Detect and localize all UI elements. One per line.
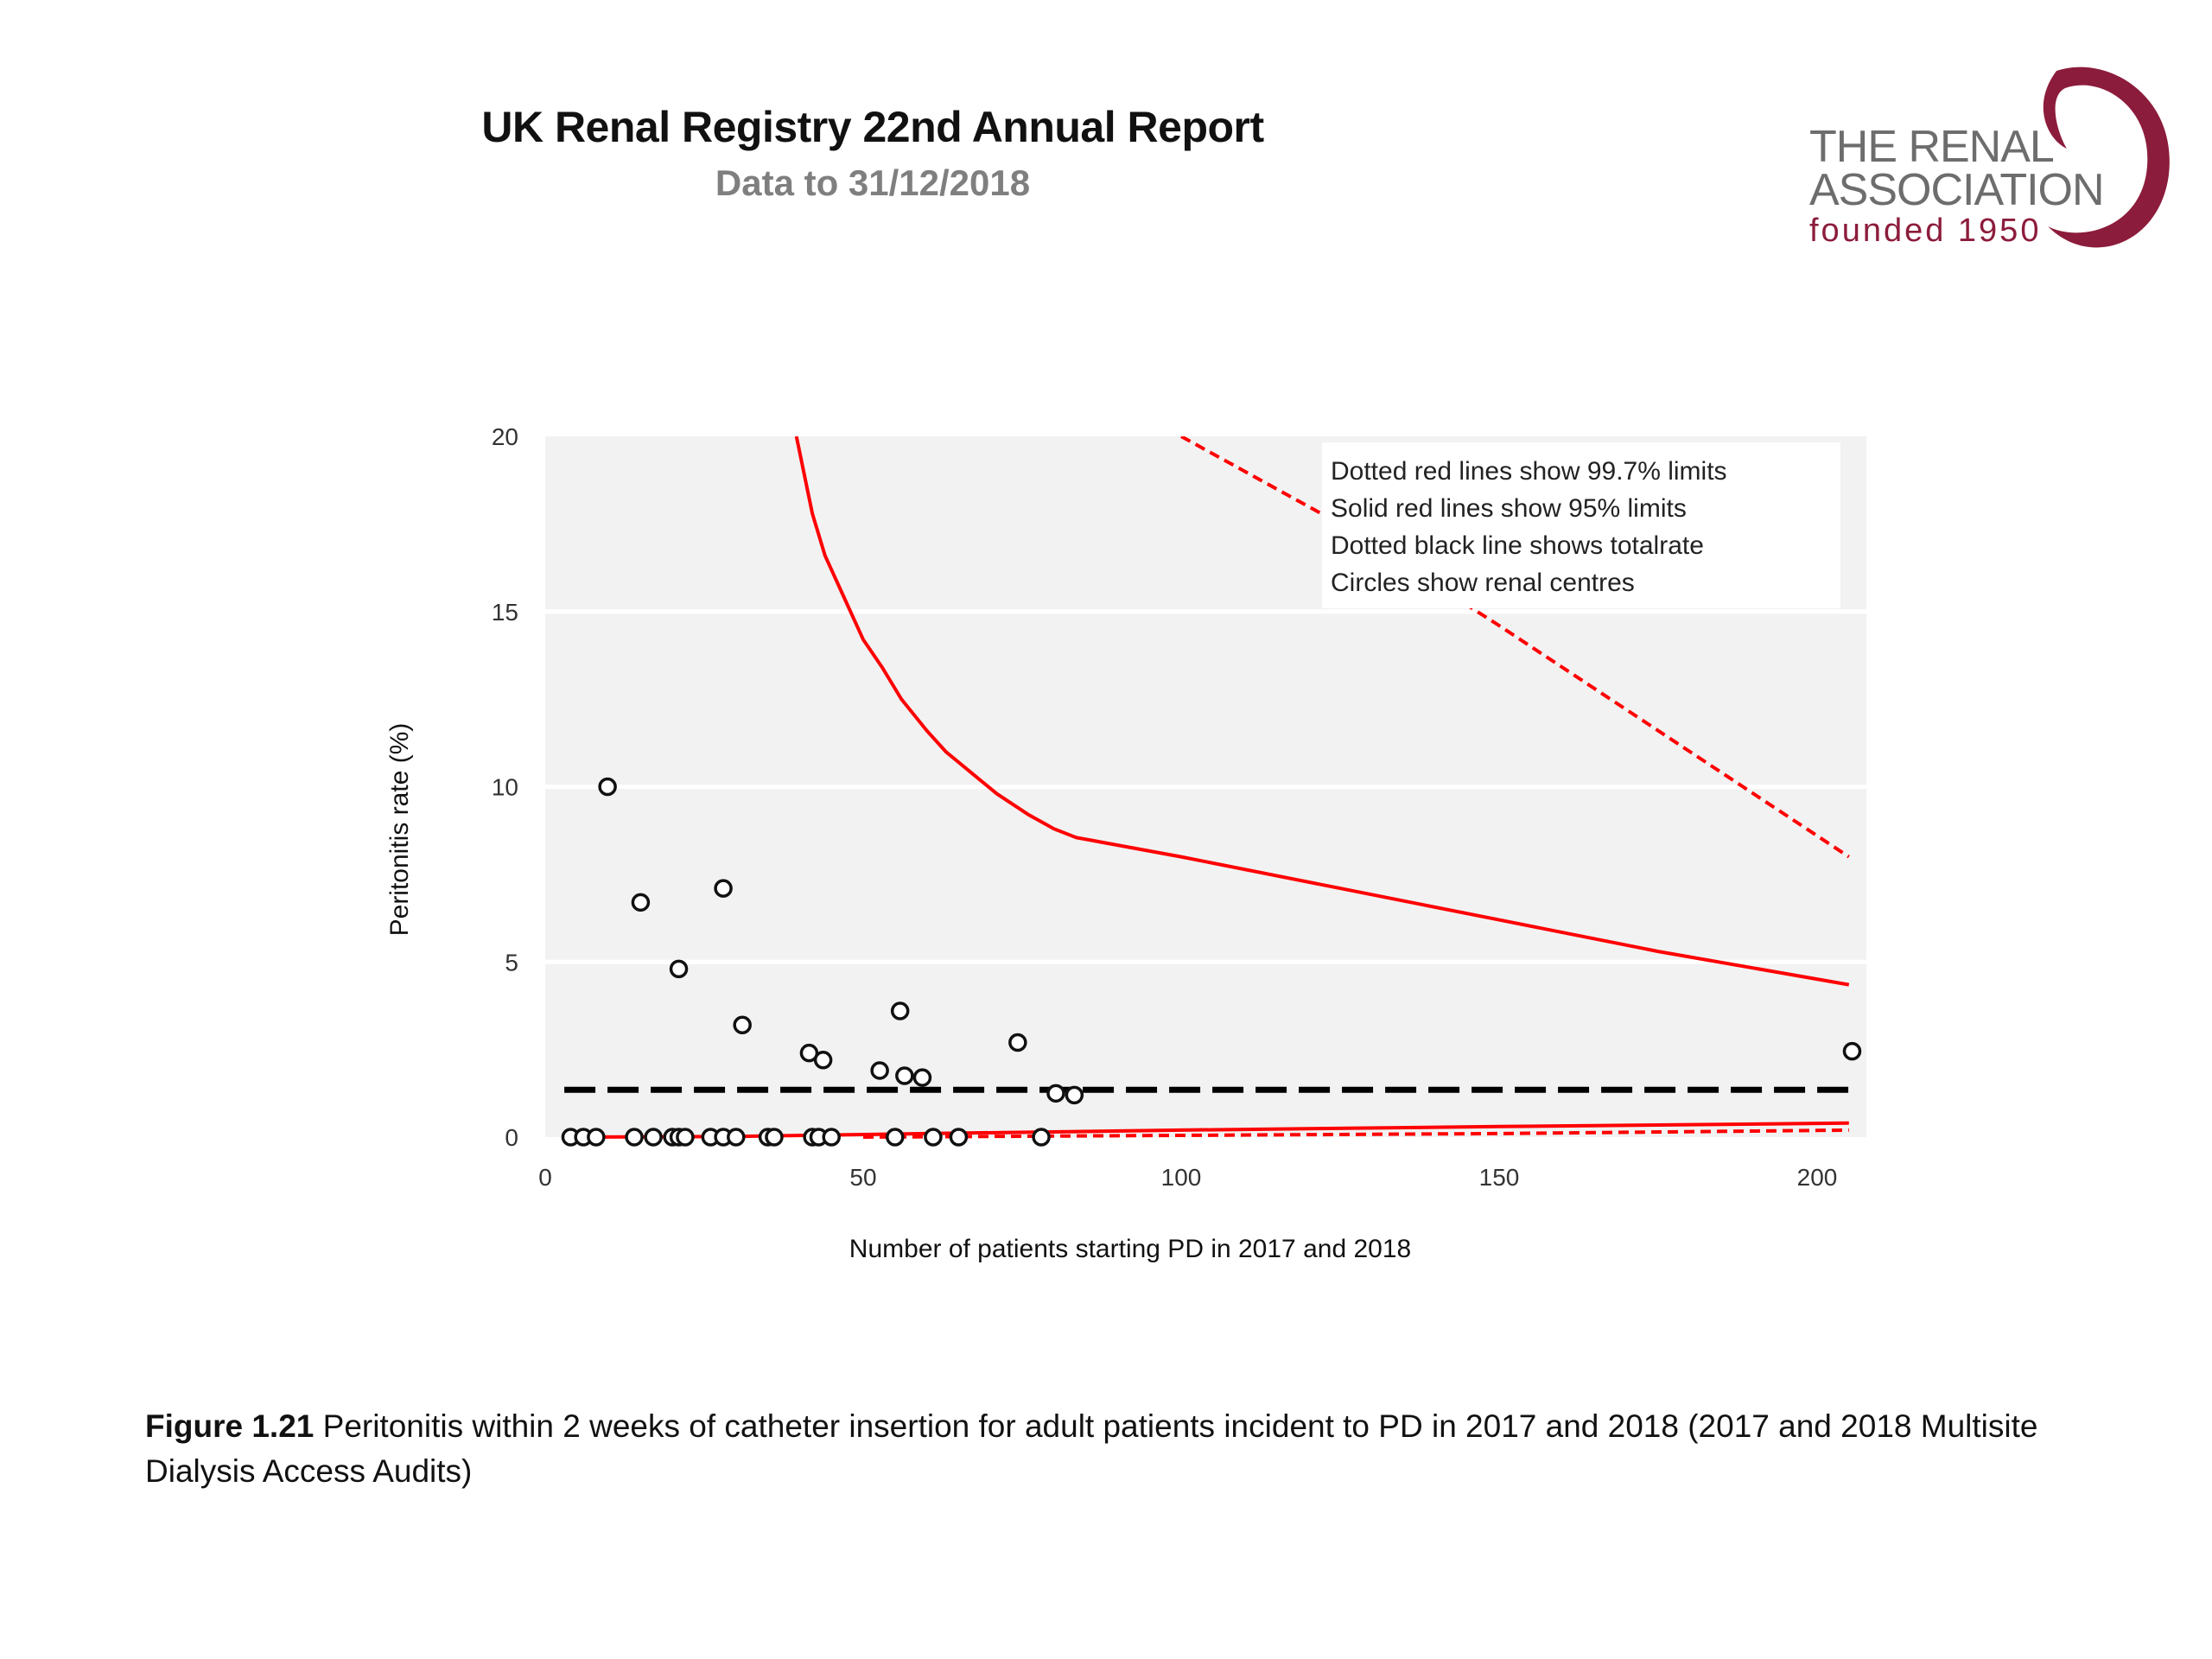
centre-points	[561, 777, 1862, 1147]
centre-point	[822, 1128, 841, 1147]
y-tick-label: 0	[505, 1124, 518, 1151]
figure-caption-text: Peritonitis within 2 weeks of catheter i…	[145, 1408, 2038, 1489]
limit-line-99-7-upper-limit	[1180, 436, 1850, 859]
centre-point	[1065, 1085, 1084, 1105]
logo-line-2: ASSOCIATION	[1809, 165, 2105, 215]
centre-point	[1842, 1041, 1862, 1061]
centre-point	[1046, 1084, 1065, 1103]
centre-point	[669, 959, 689, 979]
centre-point	[1032, 1128, 1051, 1147]
legend-entry: Dotted red lines show 99.7% limits	[1331, 457, 1727, 486]
limit-line-95-upper-limit	[794, 436, 1850, 987]
legend-box	[1322, 442, 1840, 608]
centre-point	[631, 893, 651, 912]
x-tick-label: 100	[1161, 1164, 1202, 1191]
centre-point	[727, 1128, 746, 1147]
centre-point	[870, 1061, 889, 1080]
logo-line-1: THE RENAL	[1809, 122, 2055, 172]
y-tick-label: 20	[492, 423, 518, 450]
centre-point	[765, 1128, 784, 1147]
y-tick-label: 10	[492, 774, 518, 801]
kidney-swirl-icon	[2043, 67, 2170, 248]
y-tick-label: 5	[505, 949, 518, 976]
centre-point	[625, 1128, 644, 1147]
x-tick-label: 200	[1797, 1164, 1838, 1191]
x-tick-label: 0	[538, 1164, 552, 1191]
figure-label: Figure 1.21	[145, 1408, 315, 1444]
centre-point	[676, 1128, 695, 1147]
centre-point	[644, 1128, 663, 1147]
centre-point	[799, 1043, 819, 1063]
centre-point	[924, 1128, 943, 1147]
report-subtitle: Data to 31/12/2018	[0, 162, 2212, 204]
centre-point	[733, 1015, 752, 1034]
centre-point	[1008, 1033, 1027, 1052]
gridlines	[545, 609, 1866, 964]
legend-entry: Solid red lines show 95% limits	[1331, 494, 1687, 523]
y-axis-title: Peritonitis rate (%)	[385, 723, 414, 937]
centre-point	[813, 1051, 833, 1070]
centre-point	[890, 1001, 910, 1020]
logo-line-3: founded 1950	[1809, 213, 2042, 249]
centre-point	[949, 1128, 969, 1147]
report-subtitle-text: Data to 31/12/2018	[715, 162, 1031, 203]
report-title-text: UK Renal Registry 22nd Annual Report	[481, 103, 1264, 151]
centre-point	[714, 879, 733, 898]
figure-caption: Figure 1.21 Peritonitis within 2 weeks o…	[145, 1404, 2098, 1494]
x-axis-title: Number of patients starting PD in 2017 a…	[849, 1235, 1411, 1263]
y-axis-ticks: 0 5 10 15 20	[492, 423, 518, 1151]
legend: Dotted red lines show 99.7% limits Solid …	[1322, 442, 1840, 608]
legend-entry: Dotted black line shows totalrate	[1331, 531, 1704, 560]
report-title: UK Renal Registry 22nd Annual Report	[0, 102, 2212, 152]
centre-point	[886, 1128, 905, 1147]
centre-point	[895, 1066, 914, 1085]
centre-point	[587, 1128, 606, 1147]
limit-line-99-7-lower-limit	[862, 1128, 1849, 1139]
x-tick-label: 50	[849, 1164, 876, 1191]
centre-point	[912, 1068, 932, 1087]
legend-entry: Circles show renal centres	[1331, 569, 1635, 597]
centre-point	[598, 777, 617, 797]
x-tick-label: 150	[1479, 1164, 1520, 1191]
renal-association-logo: THE RENAL ASSOCIATION founded 1950	[1797, 54, 2177, 270]
x-axis-ticks: 0 50 100 150 200	[538, 1164, 1837, 1191]
y-tick-label: 15	[492, 599, 518, 626]
